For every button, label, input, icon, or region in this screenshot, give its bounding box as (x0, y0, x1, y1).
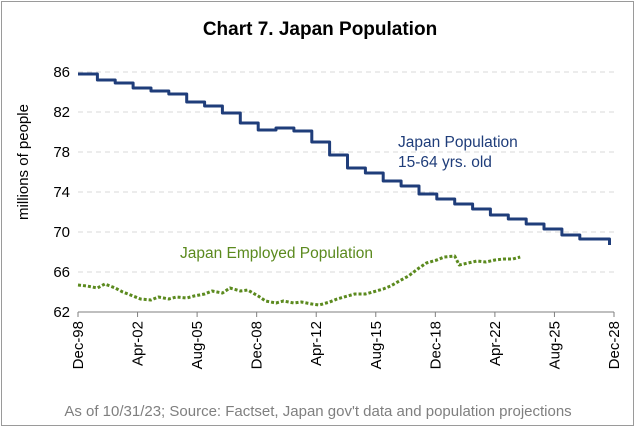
y-axis-label: millions of people (15, 104, 32, 220)
x-tick-label: Apr-02 (130, 321, 147, 366)
series-line-0 (78, 72, 611, 245)
source-note: As of 10/31/23; Source: Factset, Japan g… (64, 403, 571, 420)
y-axis-ticks: 62 66 70 74 78 82 86 (53, 64, 70, 321)
x-tick-label: Aug-15 (368, 321, 385, 369)
series-label-working-age: Japan Population 15-64 yrs. old (398, 134, 518, 171)
x-axis-ticks: Dec-98 Apr-02 Aug-05 Dec-08 Apr-12 Aug-15 Dec-… (70, 312, 623, 369)
x-tick-label: Aug-25 (546, 321, 563, 369)
chart-title: Chart 7. Japan Population (203, 19, 437, 40)
y-tick-label: 62 (53, 304, 70, 321)
series-line-1 (77, 254, 521, 307)
gridlines (78, 71, 614, 273)
x-tick-label: Aug-05 (189, 321, 206, 369)
x-tick-label: Dec-08 (249, 321, 266, 369)
x-tick-label: Dec-28 (606, 321, 623, 369)
series-label-employed: Japan Employed Population (180, 245, 373, 262)
x-tick-label: Apr-22 (487, 321, 504, 366)
y-tick-label: 78 (53, 144, 70, 161)
y-tick-label: 70 (53, 224, 70, 241)
series-lines (77, 72, 611, 307)
y-tick-label: 86 (53, 64, 70, 81)
y-tick-label: 66 (53, 264, 70, 281)
x-tick-label: Dec-98 (70, 321, 87, 369)
x-tick-label: Dec-18 (427, 321, 444, 369)
y-tick-label: 82 (53, 104, 70, 121)
x-tick-label: Apr-12 (308, 321, 325, 366)
y-tick-label: 74 (53, 184, 70, 201)
series-labels: Japan Population 15-64 yrs. old Japan Empl… (180, 134, 518, 262)
